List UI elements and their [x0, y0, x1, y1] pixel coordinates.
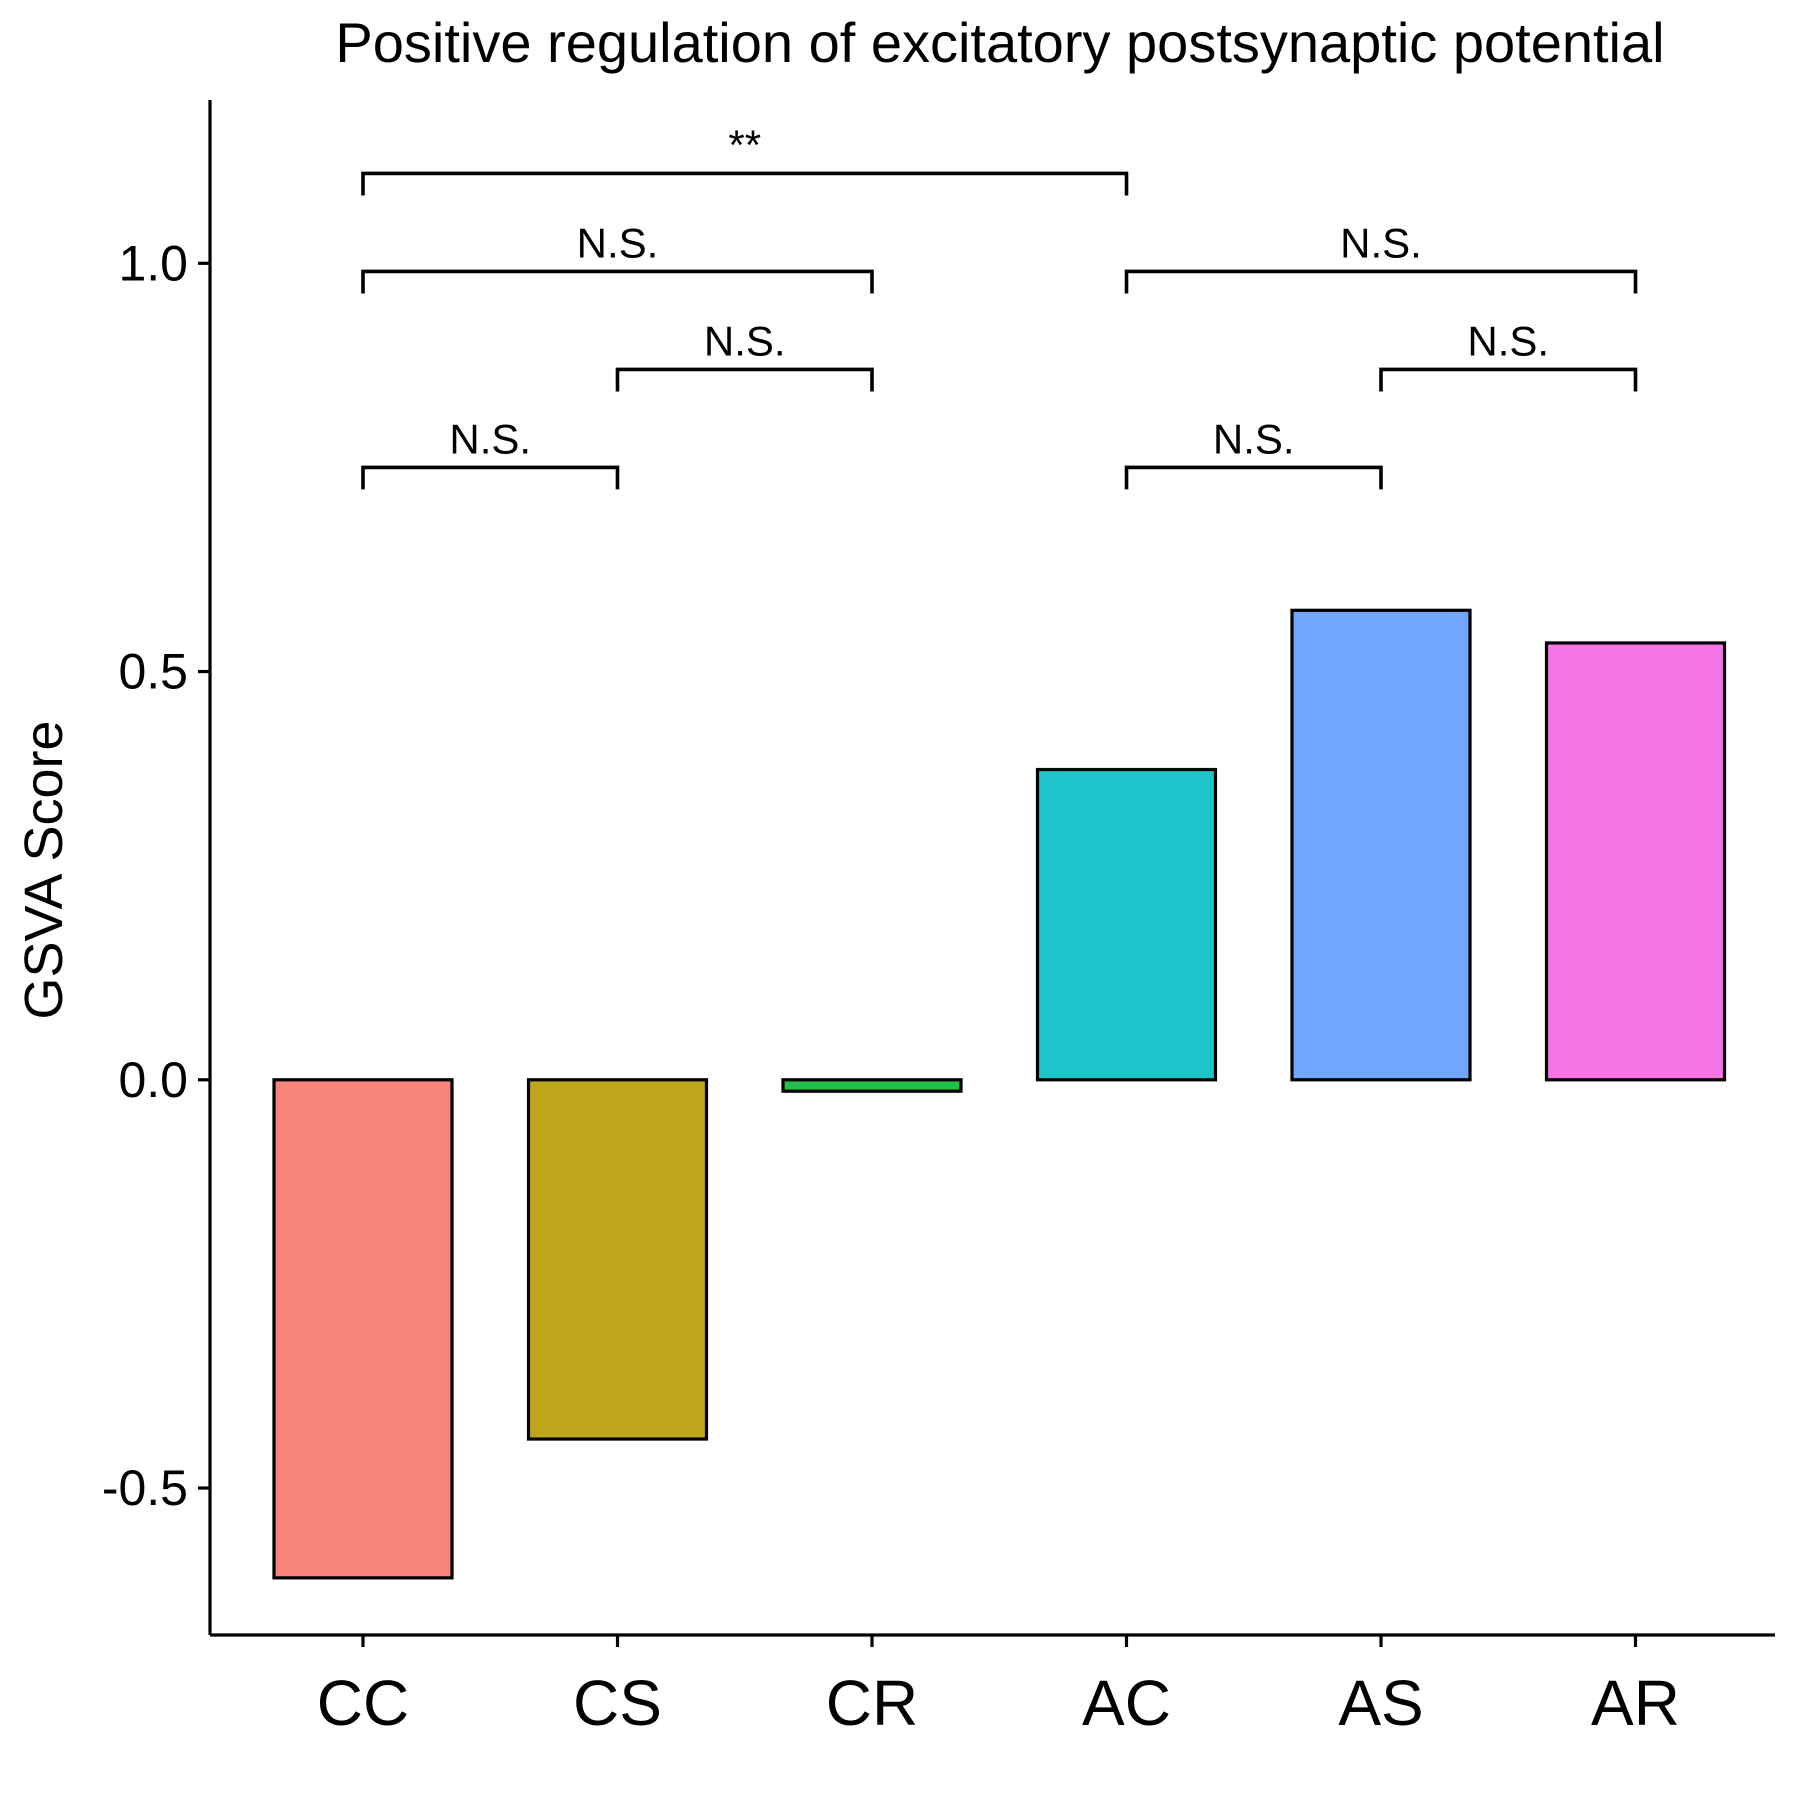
- significance-label: N.S.: [577, 219, 659, 266]
- y-tick-label: 1.0: [118, 235, 188, 291]
- bars-layer: [272, 608, 1727, 1580]
- x-tick-label: AS: [1338, 1667, 1423, 1739]
- significance-label: N.S.: [1340, 219, 1422, 266]
- significance-brackets: ** N.S. N.S. N.S. N.S. N.S. N.S.: [361, 121, 1638, 490]
- bar-cs: [526, 1078, 709, 1441]
- bar-cc: [272, 1078, 454, 1580]
- y-axis-label: GSVA Score: [14, 720, 74, 1019]
- significance-bracket: [1379, 367, 1638, 392]
- y-tick-label: 0.5: [118, 644, 188, 700]
- bar-ar: [1544, 641, 1727, 1082]
- bar-cr: [781, 1078, 963, 1093]
- significance-bracket: [1124, 269, 1638, 294]
- axes: -0.5 0.0 0.5 1.0 CC CS CR AC AS AR: [102, 100, 1775, 1739]
- bar-ac: [1035, 767, 1218, 1082]
- significance-bracket: [1124, 465, 1383, 490]
- x-tick-label: AR: [1591, 1667, 1680, 1739]
- significance-label: **: [728, 121, 761, 168]
- significance-bracket: [361, 269, 874, 294]
- significance-bracket: [361, 465, 620, 490]
- x-tick-label: CS: [573, 1667, 662, 1739]
- x-tick-label: AC: [1082, 1667, 1171, 1739]
- significance-bracket: [361, 171, 1129, 196]
- x-tick-label: CC: [317, 1667, 409, 1739]
- significance-label: N.S.: [449, 415, 531, 462]
- significance-bracket: [615, 367, 874, 392]
- chart-title: Positive regulation of excitatory postsy…: [335, 11, 1664, 74]
- y-tick-label: 0.0: [118, 1052, 188, 1108]
- significance-label: N.S.: [1467, 317, 1549, 364]
- significance-label: N.S.: [1213, 415, 1295, 462]
- x-tick-label: CR: [826, 1667, 918, 1739]
- bar-as: [1290, 608, 1472, 1082]
- significance-label: N.S.: [704, 317, 786, 364]
- y-tick-label: -0.5: [102, 1460, 188, 1516]
